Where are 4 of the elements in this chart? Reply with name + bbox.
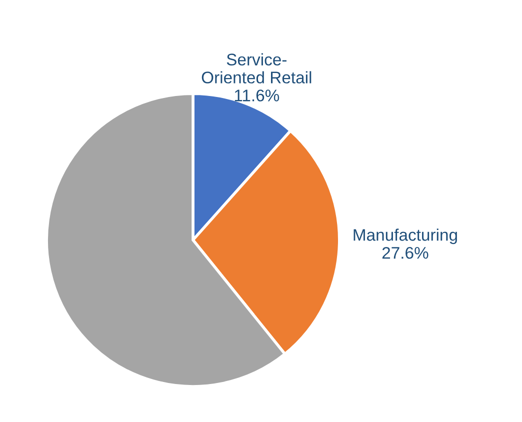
slice-label: Manufacturing — [354, 228, 457, 244]
slice-label: Service- Oriented Retail — [202, 53, 312, 84]
data-label: 11.6% — [234, 90, 280, 102]
data-label: 27.6% — [382, 246, 428, 259]
